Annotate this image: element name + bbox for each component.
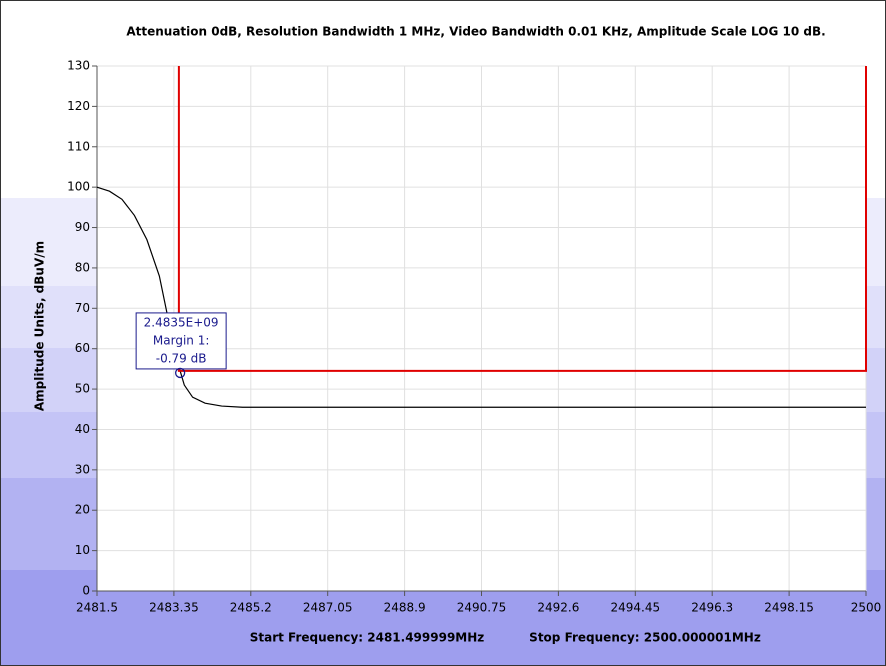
y-tick-label: 80: [75, 260, 90, 274]
y-tick-label: 50: [75, 382, 90, 396]
x-tick-label: 2494.45: [610, 601, 660, 615]
chart-title: Attenuation 0dB, Resolution Bandwidth 1 …: [126, 25, 825, 39]
marker-label: -0.79 dB: [156, 351, 207, 365]
x-tick-label: 2492.6: [537, 601, 579, 615]
y-tick-label: 10: [75, 543, 90, 557]
x-tick-label: 2496.3: [691, 601, 733, 615]
marker-label: 2.4835E+09: [144, 315, 219, 329]
marker-box: [135, 312, 227, 370]
x-tick-label: 2487.05: [303, 601, 353, 615]
y-axis-label: Amplitude Units, dBuV/m: [33, 241, 47, 411]
x-tick-label: 2481.5: [76, 601, 118, 615]
x-tick-label: 2488.9: [384, 601, 426, 615]
y-tick-label: 0: [82, 584, 90, 598]
y-tick-label: 120: [67, 99, 90, 113]
y-tick-label: 40: [75, 422, 90, 436]
series-line: [177, 66, 867, 372]
footer-start: Start Frequency: 2481.499999MHz: [250, 631, 485, 645]
x-tick-label: 2485.2: [230, 601, 272, 615]
marker-label: Margin 1:: [153, 333, 209, 347]
marker: [174, 367, 186, 379]
y-tick-label: 130: [67, 59, 90, 73]
x-tick-label: 2498.15: [764, 601, 814, 615]
y-tick-label: 60: [75, 341, 90, 355]
y-tick-label: 20: [75, 503, 90, 517]
footer-stop: Stop Frequency: 2500.000001MHz: [529, 631, 761, 645]
y-tick-label: 30: [75, 462, 90, 476]
y-tick-label: 90: [75, 220, 90, 234]
y-tick-label: 70: [75, 301, 90, 315]
x-tick-label: 2490.75: [457, 601, 507, 615]
x-tick-label: 2483.35: [149, 601, 199, 615]
y-tick-label: 100: [67, 180, 90, 194]
x-tick-label: 2500: [851, 601, 882, 615]
y-tick-label: 110: [67, 139, 90, 153]
